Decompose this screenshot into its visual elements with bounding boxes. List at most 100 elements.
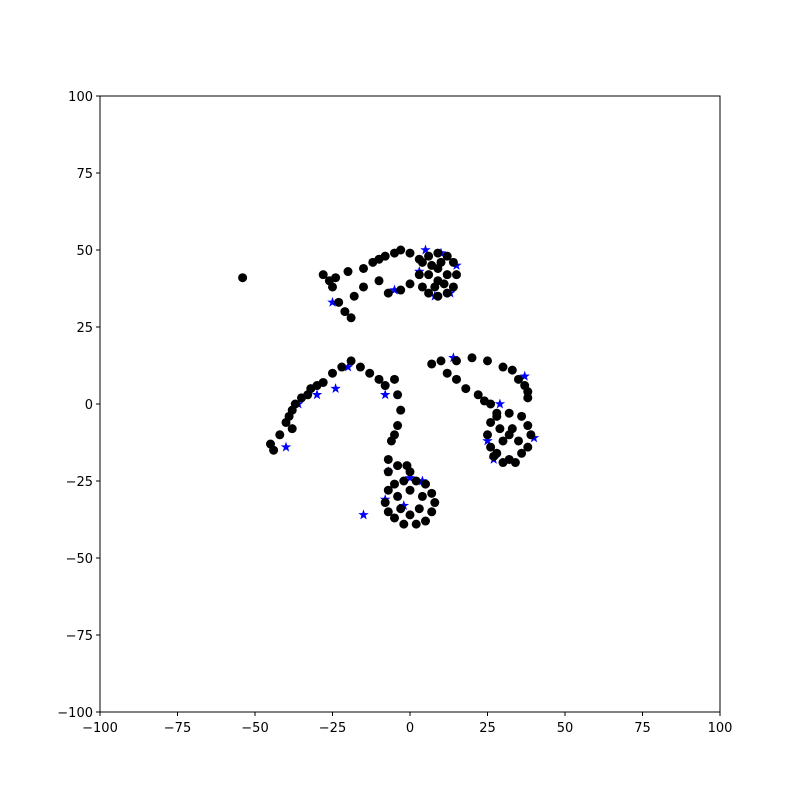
circle-point <box>383 454 393 464</box>
circle-point <box>436 257 446 267</box>
circle-point <box>427 507 437 517</box>
circle-point <box>486 399 496 409</box>
circle-point <box>396 285 406 295</box>
circle-point <box>318 270 328 280</box>
circle-point <box>349 291 359 301</box>
circle-point <box>417 491 427 501</box>
circle-point <box>427 488 437 498</box>
circle-point <box>483 430 492 440</box>
circle-point <box>238 273 248 283</box>
circle-point <box>290 399 300 409</box>
circle-point <box>427 359 437 369</box>
circle-point <box>396 405 406 415</box>
star-point <box>482 435 493 446</box>
circle-point <box>374 374 384 384</box>
circle-point <box>452 270 461 280</box>
circle-point <box>405 485 415 495</box>
star-point <box>389 284 400 295</box>
circle-point <box>424 251 434 261</box>
circle-point <box>523 421 533 431</box>
circle-point <box>421 516 430 526</box>
star-point <box>404 472 416 483</box>
circle-point <box>383 288 393 298</box>
points <box>238 244 540 529</box>
star-point <box>311 389 323 400</box>
circle-point <box>489 451 499 461</box>
circle-point <box>495 424 505 434</box>
circle-point <box>359 263 368 273</box>
circle-point <box>383 507 393 517</box>
circle-point <box>269 445 279 455</box>
circle-point <box>498 436 508 446</box>
circle-point <box>526 430 536 440</box>
circle-point <box>390 374 399 384</box>
circle-point <box>331 273 341 283</box>
circle-point <box>275 430 285 440</box>
circle-point <box>442 251 452 261</box>
circle-point <box>473 390 483 400</box>
circle-point <box>517 448 527 458</box>
circle-point <box>442 368 452 378</box>
circle-point <box>433 291 443 301</box>
circle-point <box>405 248 415 258</box>
y-tick-label: 0 <box>85 398 93 413</box>
circle-point <box>340 307 350 317</box>
circle-point <box>411 476 421 486</box>
circle-point <box>393 421 403 431</box>
circle-point <box>414 504 424 514</box>
circle-point <box>442 288 452 298</box>
x-tick-label: 50 <box>557 721 574 736</box>
star-point <box>519 370 530 381</box>
y-tick-label: −100 <box>57 706 93 721</box>
circle-point <box>467 353 477 363</box>
circle-point <box>355 362 365 372</box>
x-tick-label: 100 <box>708 721 733 736</box>
circle-point <box>448 282 458 292</box>
circle-point <box>439 279 449 289</box>
circle-point <box>380 251 390 261</box>
star-point <box>398 500 410 511</box>
x-tick-label: −25 <box>319 721 346 736</box>
y-tick-label: −75 <box>66 629 93 644</box>
circle-point <box>452 374 461 384</box>
circle-point <box>374 276 384 286</box>
star-point <box>280 441 292 452</box>
circle-point <box>383 485 393 495</box>
x-tick-label: 0 <box>406 721 414 736</box>
circle-point <box>393 461 403 471</box>
circle-point <box>486 417 496 427</box>
circle-point <box>504 408 514 418</box>
y-tick-label: 75 <box>76 167 93 182</box>
circle-point <box>399 476 409 486</box>
x-tick-label: 25 <box>479 721 496 736</box>
y-tick-label: 50 <box>76 244 93 259</box>
circle-point <box>430 498 440 508</box>
circle-point <box>365 368 375 378</box>
circle-point <box>510 458 520 468</box>
circle-point <box>411 519 421 529</box>
circle-point <box>383 467 393 477</box>
circle-point <box>328 368 337 378</box>
circle-point <box>424 270 434 280</box>
circle-point <box>430 282 440 292</box>
circle-point <box>359 282 368 292</box>
star-point <box>417 475 428 486</box>
circle-point <box>486 442 496 452</box>
circle-point <box>287 424 297 434</box>
circle-point <box>507 365 517 375</box>
circle-point <box>433 248 443 258</box>
star-point <box>420 244 431 255</box>
star-point <box>494 398 506 409</box>
circle-point <box>523 442 533 452</box>
circle-point <box>421 479 430 489</box>
star-point <box>448 352 459 363</box>
circle-point <box>328 282 337 292</box>
star-point <box>330 383 341 394</box>
circle-point <box>396 245 406 255</box>
y-tick-label: −25 <box>66 475 93 490</box>
circle-point <box>334 297 344 307</box>
circle-point <box>380 381 390 391</box>
star-point <box>358 509 369 520</box>
